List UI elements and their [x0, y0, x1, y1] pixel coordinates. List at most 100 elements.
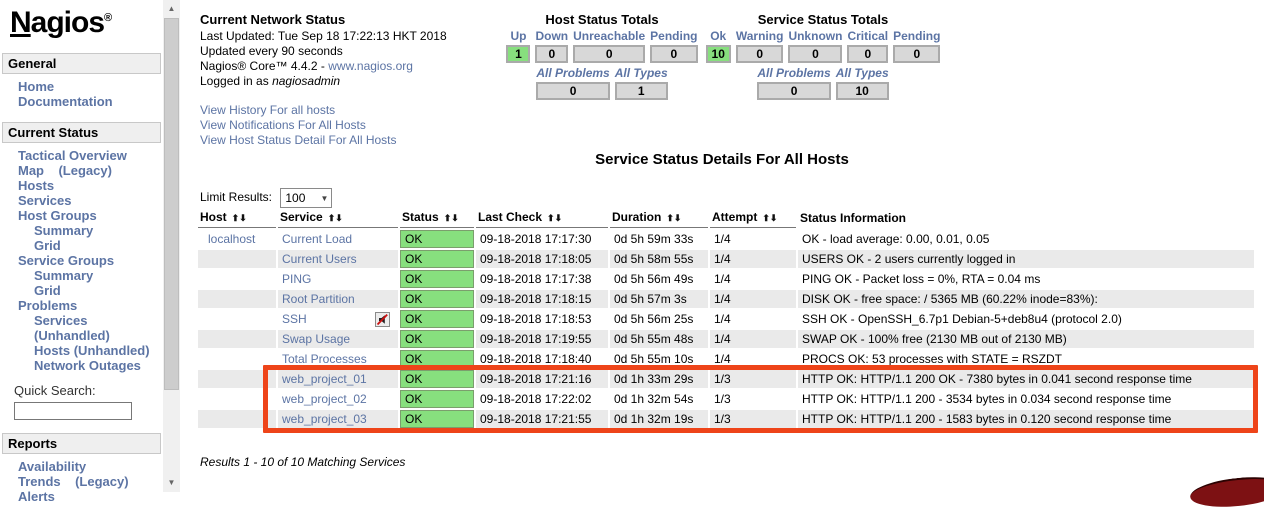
- service-link[interactable]: Total Processes: [282, 352, 367, 366]
- sidebar-item-host-groups[interactable]: Host Groups: [18, 208, 97, 223]
- service-link[interactable]: web_project_02: [282, 392, 367, 406]
- totals-header-all-problems[interactable]: All Problems: [757, 66, 831, 80]
- scrollbar-up-icon[interactable]: ▲: [167, 4, 176, 13]
- totals-header-up[interactable]: Up: [510, 29, 527, 43]
- sort-ascending-icon[interactable]: ⬆: [327, 213, 336, 223]
- sort-ascending-icon[interactable]: ⬆: [547, 213, 555, 223]
- totals-header-ok[interactable]: Ok: [710, 29, 727, 43]
- column-header-host: Host ⬆⬇: [198, 208, 276, 228]
- totals-value-up[interactable]: 1: [506, 45, 531, 63]
- sidebar-scrollbar[interactable]: ▲ ▼: [163, 0, 180, 492]
- view-notifications-link[interactable]: View Notifications For All Hosts: [200, 118, 366, 132]
- sort-arrows: ⬆⬇: [444, 213, 459, 223]
- service-link[interactable]: web_project_03: [282, 412, 367, 426]
- totals-value-all-problems[interactable]: 0: [757, 82, 831, 100]
- totals-value-unreachable[interactable]: 0: [573, 45, 646, 63]
- status-info-cell: HTTP OK: HTTP/1.1 200 - 3534 bytes in 0.…: [798, 390, 1254, 408]
- totals-title-host: Host Status Totals: [545, 12, 659, 27]
- totals-value-all-types[interactable]: 10: [835, 82, 889, 100]
- service-link[interactable]: SSH: [282, 312, 307, 326]
- last-check-cell: 09-18-2018 17:22:02: [476, 390, 608, 408]
- service-link[interactable]: Current Users: [282, 252, 357, 266]
- sidebar-item-tactical-overview[interactable]: Tactical Overview: [18, 148, 127, 163]
- sidebar-item-service-groups[interactable]: Service Groups: [18, 253, 115, 268]
- totals-value-warning[interactable]: 0: [735, 45, 784, 63]
- sort-ascending-icon[interactable]: ⬆: [231, 213, 240, 223]
- service-cell-content: Root Partition: [282, 292, 394, 306]
- attempt-cell: 1/3: [710, 390, 796, 408]
- sidebar-item-summary[interactable]: Summary: [34, 223, 94, 238]
- sidebar-item-grid[interactable]: Grid: [34, 238, 61, 253]
- totals-header-unknown[interactable]: Unknown: [788, 29, 843, 43]
- sidebar-item-alerts[interactable]: Alerts: [18, 489, 55, 504]
- sort-descending-icon[interactable]: ⬇: [239, 213, 247, 223]
- sidebar-item-availability[interactable]: Availability: [18, 459, 87, 474]
- sidebar-item-home[interactable]: Home: [18, 79, 55, 94]
- scrollbar-down-icon[interactable]: ▼: [167, 478, 176, 487]
- totals-header-critical[interactable]: Critical: [847, 29, 889, 43]
- totals-header-warning[interactable]: Warning: [735, 29, 784, 43]
- status-cell: OK: [400, 310, 474, 328]
- limit-results-select[interactable]: 100 ▼: [280, 188, 333, 208]
- service-link[interactable]: Swap Usage: [282, 332, 351, 346]
- sort-descending-icon[interactable]: ⬇: [769, 213, 778, 223]
- view-host-status-link[interactable]: View Host Status Detail For All Hosts: [200, 133, 397, 147]
- sort-descending-icon[interactable]: ⬇: [335, 213, 343, 223]
- totals-value-all-problems[interactable]: 0: [536, 82, 610, 100]
- totals-header-unreachable[interactable]: Unreachable: [573, 29, 646, 43]
- status-info-cell: SWAP OK - 100% free (2130 MB out of 2130…: [798, 330, 1254, 348]
- sidebar-item-hosts[interactable]: Hosts: [18, 178, 55, 193]
- nagios-org-link[interactable]: www.nagios.org: [328, 59, 413, 73]
- host-cell: [198, 310, 276, 328]
- scrollbar-thumb[interactable]: [164, 18, 179, 390]
- last-check-cell: 09-18-2018 17:17:38: [476, 270, 608, 288]
- sidebar-item-documentation[interactable]: Documentation: [18, 94, 113, 109]
- totals-value-pending[interactable]: 0: [893, 45, 941, 63]
- sidebar-item-summary[interactable]: Summary: [34, 268, 94, 283]
- host-link[interactable]: localhost: [208, 232, 256, 246]
- sidebar-item-grid[interactable]: Grid: [34, 283, 61, 298]
- sidebar-item-services[interactable]: Services (Unhandled): [34, 313, 110, 343]
- sidebar-item-network-outages[interactable]: Network Outages: [34, 358, 141, 373]
- sort-ascending-icon[interactable]: ⬆: [666, 213, 674, 223]
- totals-value-unknown[interactable]: 0: [788, 45, 843, 63]
- view-history-link[interactable]: View History For all hosts: [200, 103, 336, 117]
- sort-arrows: ⬆⬇: [328, 213, 343, 223]
- sidebar-item-services[interactable]: Services: [18, 193, 72, 208]
- service-link[interactable]: web_project_01: [282, 372, 367, 386]
- totals-value-pending[interactable]: 0: [650, 45, 698, 63]
- sort-descending-icon[interactable]: ⬇: [554, 213, 563, 223]
- status-info-cell: SSH OK - OpenSSH_6.7p1 Debian-5+deb8u4 (…: [798, 310, 1254, 328]
- totals-value-down[interactable]: 0: [535, 45, 569, 63]
- service-link[interactable]: PING: [282, 272, 312, 286]
- totals-value-critical[interactable]: 0: [847, 45, 889, 63]
- sort-ascending-icon[interactable]: ⬆: [762, 213, 770, 223]
- sort-ascending-icon[interactable]: ⬆: [443, 213, 452, 223]
- quick-search-input[interactable]: [14, 402, 132, 420]
- totals-header-all-types[interactable]: All Types: [614, 66, 668, 80]
- totals-value-all-types[interactable]: 1: [614, 82, 668, 100]
- service-cell-content: Current Load: [282, 232, 394, 246]
- totals-header-down[interactable]: Down: [535, 29, 569, 43]
- sidebar-item-problems[interactable]: Problems: [18, 298, 78, 313]
- sort-descending-icon[interactable]: ⬇: [451, 213, 459, 223]
- totals-value-ok[interactable]: 10: [705, 45, 731, 63]
- totals-header-all-types[interactable]: All Types: [835, 66, 889, 80]
- totals-header-pending[interactable]: Pending: [893, 29, 941, 43]
- quick-search-label: Quick Search:: [14, 383, 96, 398]
- sort-descending-icon[interactable]: ⬇: [673, 213, 682, 223]
- service-status-table-container: Host ⬆⬇ Service ⬆⬇ Status ⬆⬇ Last Check ⬆⬇ Durat…: [196, 206, 1256, 430]
- totals-header-all-problems[interactable]: All Problems: [536, 66, 610, 80]
- attempt-cell: 1/4: [710, 310, 796, 328]
- sidebar-item-map-legacy[interactable]: Map (Legacy): [18, 163, 112, 178]
- column-header-status: Status ⬆⬇: [400, 208, 474, 228]
- sidebar-item-trends-legacy[interactable]: Trends (Legacy): [18, 474, 129, 489]
- duration-cell: 0d 5h 59m 33s: [610, 230, 708, 248]
- sidebar-item-hosts-unhandled[interactable]: Hosts (Unhandled): [34, 343, 150, 358]
- service-row-web-project-03: web_project_03 OK 09-18-2018 17:21:55 0d 1h…: [198, 410, 1254, 428]
- service-link[interactable]: Root Partition: [282, 292, 355, 306]
- nagios-logo[interactable]: Nagios®: [0, 0, 112, 40]
- service-link[interactable]: Current Load: [282, 232, 353, 246]
- notifications-disabled-icon: [375, 311, 390, 327]
- totals-header-pending[interactable]: Pending: [650, 29, 698, 43]
